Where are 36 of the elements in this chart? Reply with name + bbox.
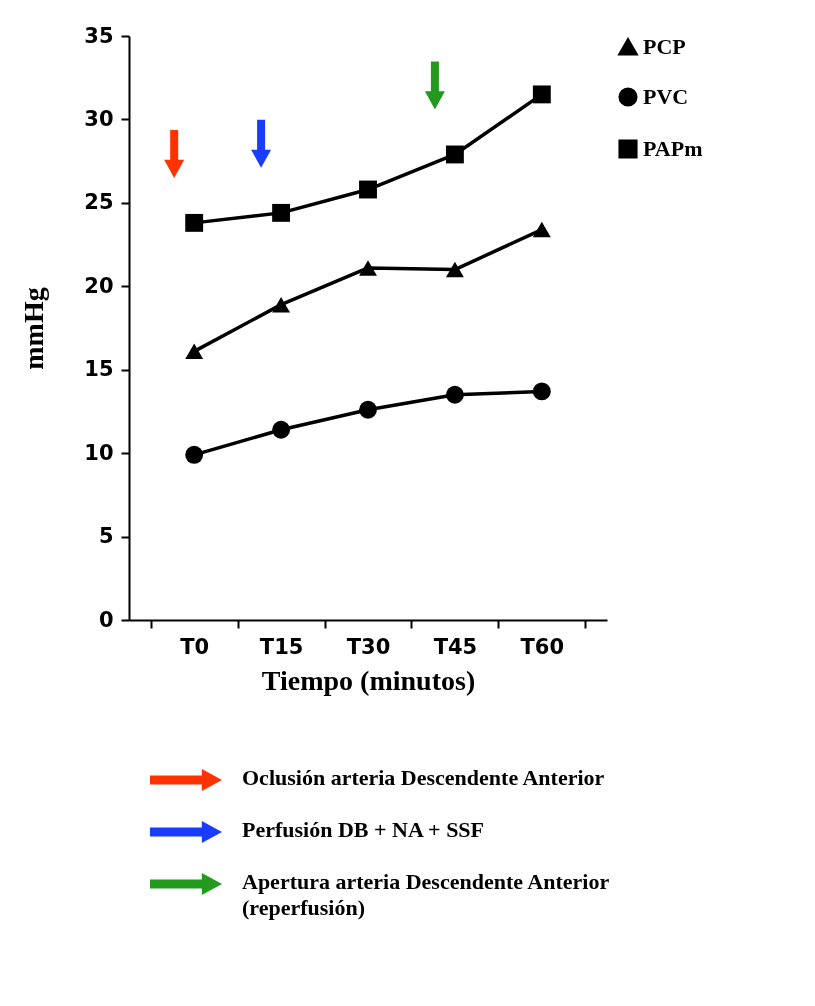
point <box>532 85 551 104</box>
y-tick-label: 5 <box>98 524 114 549</box>
point <box>272 296 291 313</box>
y-tick-label: 30 <box>84 106 114 131</box>
x-tick-label: T60 <box>520 634 565 659</box>
text: Apertura arteria Descendente Anterior (reperfusión) <box>242 869 610 921</box>
point <box>272 203 291 222</box>
point <box>532 382 551 401</box>
point <box>185 445 204 464</box>
y-tick-label: 25 <box>84 190 114 215</box>
point <box>445 145 464 164</box>
legend-label: PVC <box>643 84 689 109</box>
legend-label: PCP <box>643 34 686 59</box>
y-tick-label: 35 <box>84 23 114 48</box>
y-tick-label: 10 <box>84 440 114 465</box>
point <box>445 385 464 404</box>
point <box>359 180 377 199</box>
y-tick-label: 0 <box>98 607 114 632</box>
point <box>272 420 291 439</box>
point <box>445 261 464 278</box>
x-axis-title: Tiempo (minutos) <box>261 664 476 696</box>
x-tick-label: T30 <box>346 634 391 659</box>
point <box>185 213 204 232</box>
point <box>359 260 377 276</box>
y-tick-label: 20 <box>84 273 114 298</box>
y-tick-label: 15 <box>84 357 114 382</box>
point <box>185 343 204 360</box>
point <box>532 221 551 238</box>
x-tick-label: T15 <box>259 634 304 659</box>
point <box>359 400 377 419</box>
x-tick-label: T0 <box>180 634 210 659</box>
x-tick-label: T45 <box>433 634 478 659</box>
y-axis-title: mmHg <box>18 287 50 370</box>
text: Oclusión arteria Descendente Anterior <box>242 765 605 791</box>
text: Perfusión DB + NA + SSF <box>242 817 485 843</box>
legend-label: PAPm <box>643 136 703 161</box>
